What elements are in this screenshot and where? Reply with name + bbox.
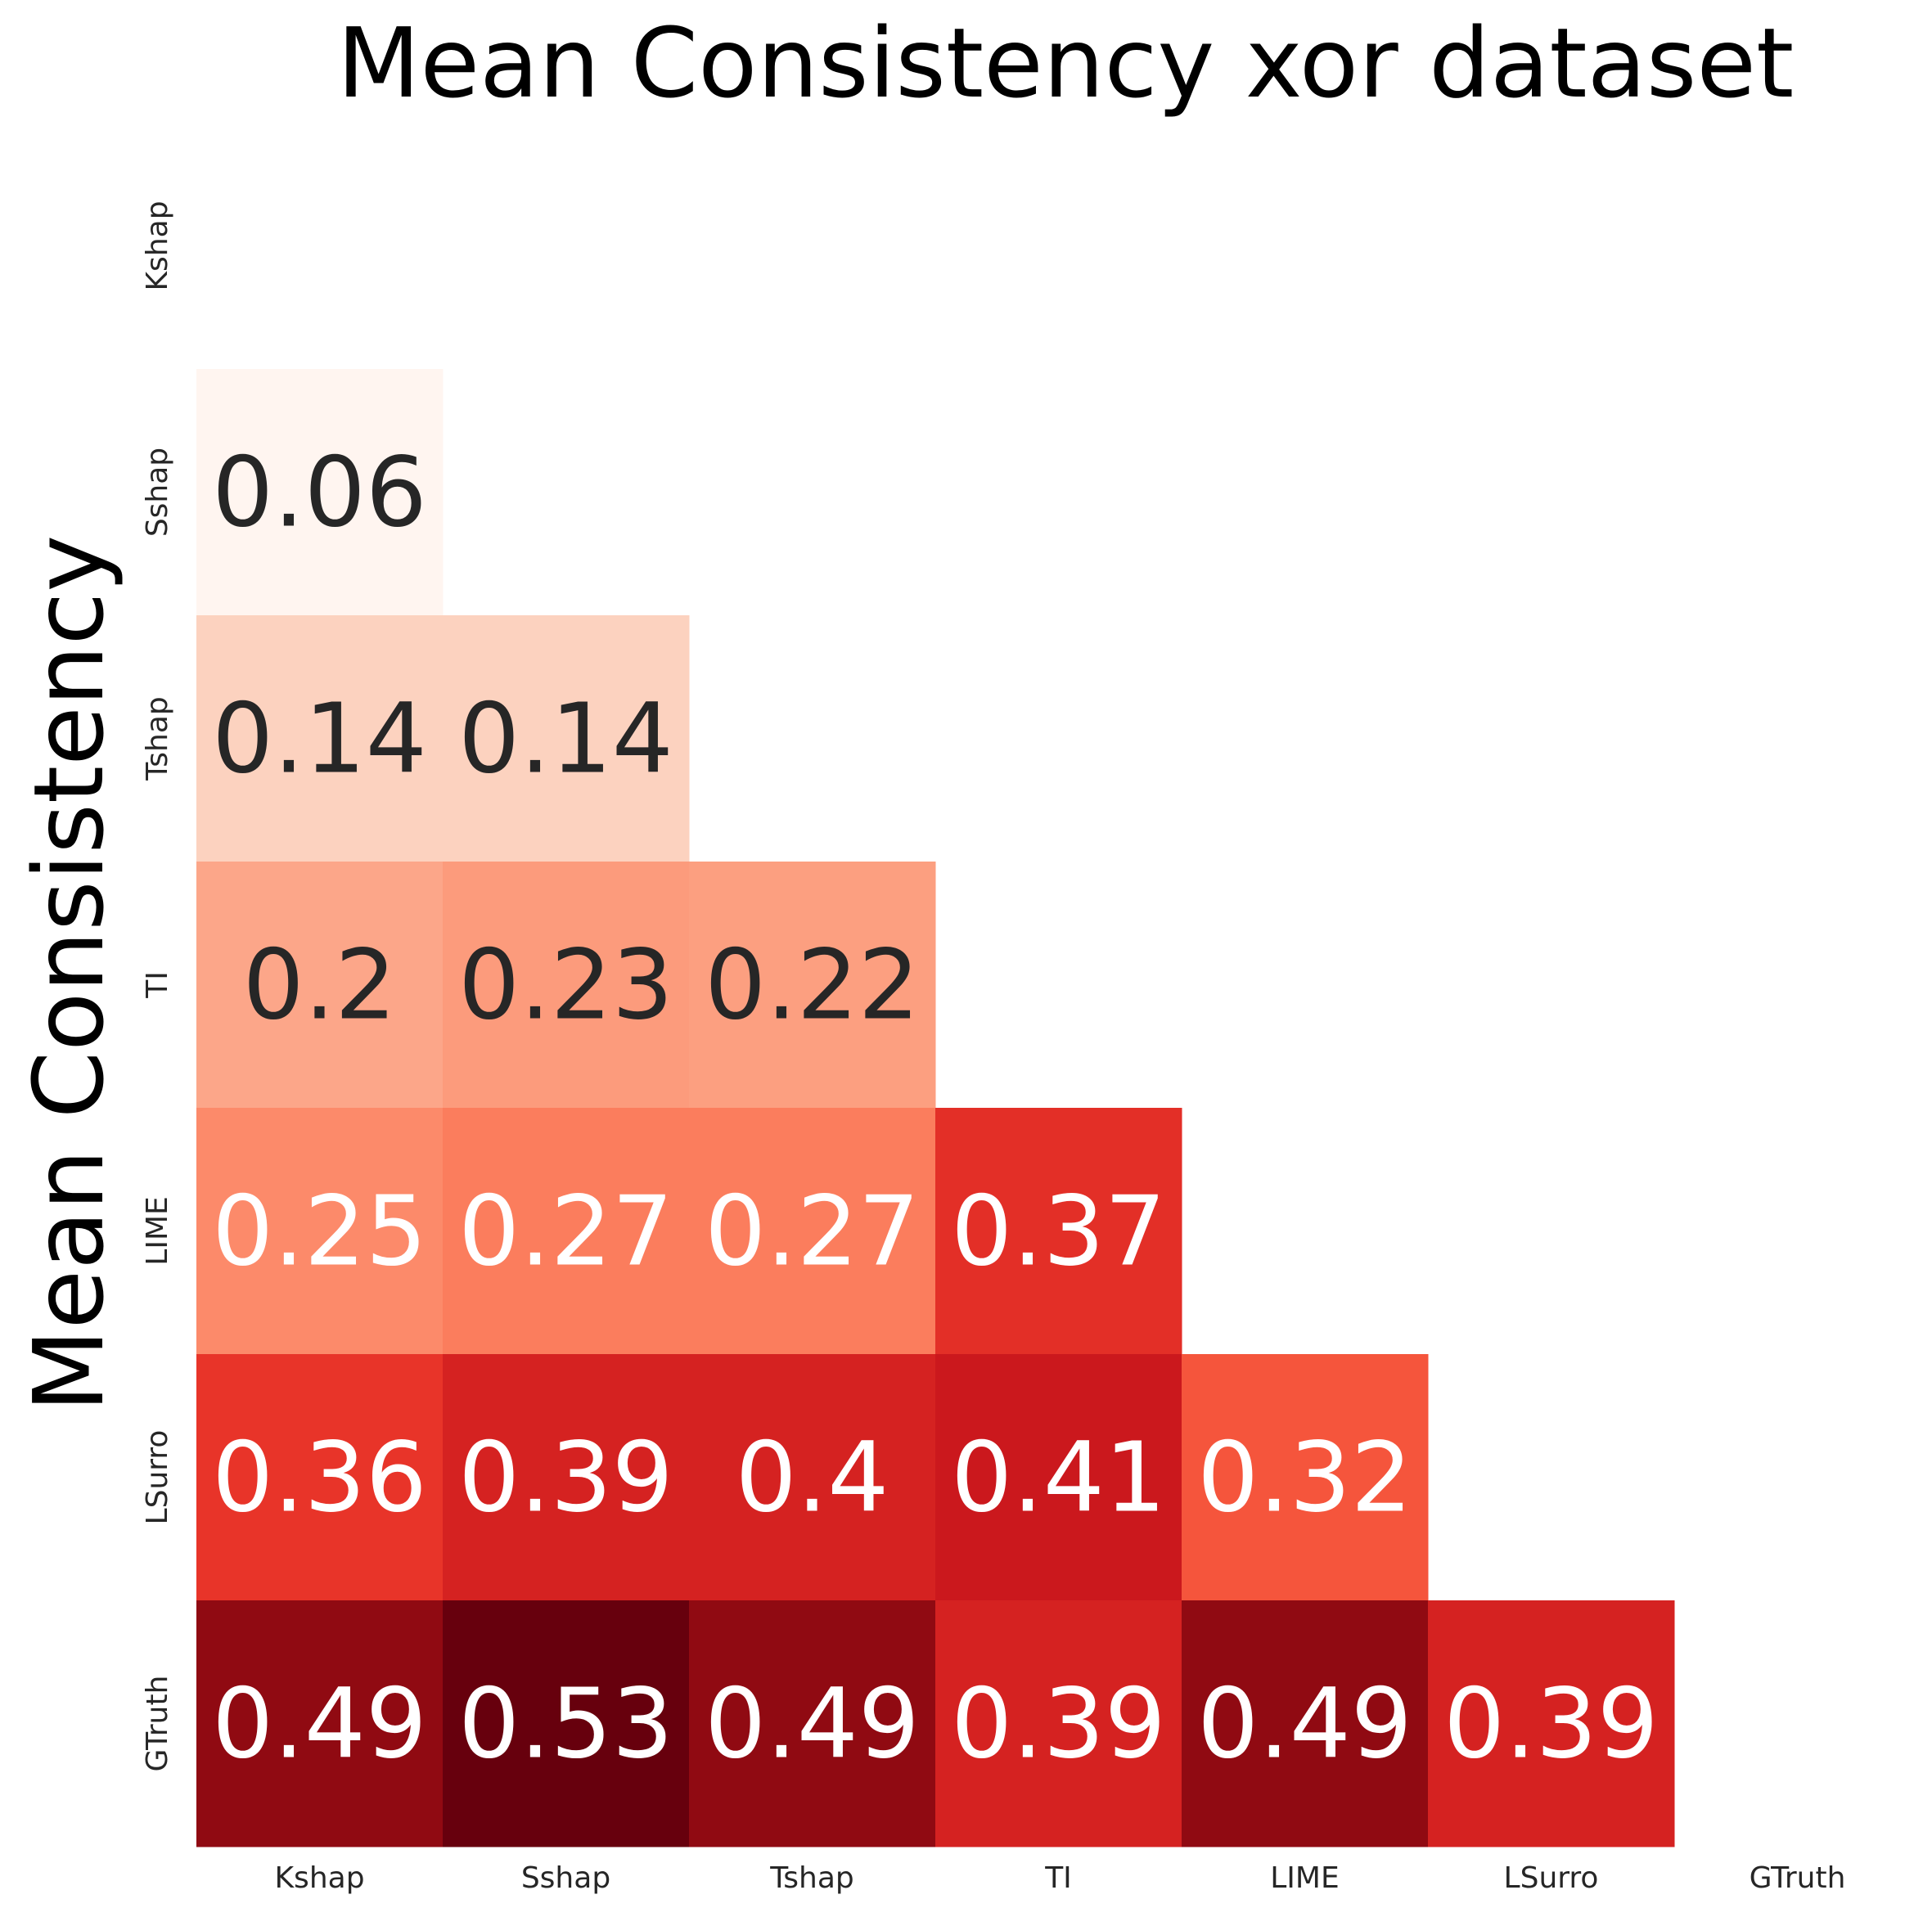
x-tick-label: Sshap <box>521 1861 610 1895</box>
cell-value-label: 0.39 <box>1443 1667 1659 1780</box>
cell-value-label: 0.06 <box>212 436 427 549</box>
cell-annotations: 0.06 0.14 0.14 0.2 0.23 0.22 0.25 0.27 0.27 0.37 0… <box>212 436 1659 1780</box>
x-tick-label: LIME <box>1270 1861 1339 1895</box>
heatmap-cell-lime-ti <box>935 1108 1182 1355</box>
y-axis-label: Mean Consistency <box>12 535 125 1413</box>
heatmap-cell-lsurro-lime <box>1182 1354 1429 1601</box>
y-tick-label: LSurro <box>141 1430 174 1525</box>
heatmap-cell-gtruth-kshap <box>196 1600 444 1847</box>
cell-value-label: 0.39 <box>951 1667 1166 1780</box>
cell-value-label: 0.2 <box>243 929 397 1042</box>
y-tick-label: Tshap <box>141 696 174 781</box>
cell-value-label: 0.22 <box>705 929 920 1042</box>
y-tick-label: Sshap <box>141 448 174 537</box>
heatmap-cell-gtruth-sshap <box>443 1600 690 1847</box>
y-tick-label: LIME <box>141 1196 174 1265</box>
heatmap-cell-lime-sshap <box>443 1108 690 1355</box>
heatmap-cell-lsurro-sshap <box>443 1354 690 1601</box>
heatmap-cell-lime-tshap <box>689 1108 936 1355</box>
heatmap-cell-sshap-kshap <box>196 369 444 616</box>
chart-title: Mean Consistency xor dataset <box>337 7 1795 119</box>
y-tick-label: GTruth <box>141 1676 174 1772</box>
cell-value-label: 0.49 <box>212 1667 427 1780</box>
heatmap-cell-lsurro-tshap <box>689 1354 936 1601</box>
cell-value-label: 0.36 <box>212 1421 427 1534</box>
heatmap-cell-lime-kshap <box>196 1108 444 1355</box>
heatmap-cell-tshap-kshap <box>196 615 444 862</box>
heatmap-cell-ti-tshap <box>689 862 936 1109</box>
heatmap-cell-gtruth-ti <box>935 1600 1182 1847</box>
heatmap-cell-lsurro-kshap <box>196 1354 444 1601</box>
cell-value-label: 0.37 <box>951 1175 1166 1288</box>
cell-value-label: 0.53 <box>458 1667 673 1780</box>
heatmap-cell-gtruth-lime <box>1182 1600 1429 1847</box>
heatmap-cell-gtruth-lsurro <box>1428 1600 1675 1847</box>
y-tick-label: TI <box>141 971 174 999</box>
x-tick-label: TI <box>1044 1861 1072 1895</box>
cell-value-label: 0.27 <box>458 1175 673 1288</box>
cell-value-label: 0.49 <box>1197 1667 1412 1780</box>
cell-value-label: 0.23 <box>458 929 673 1042</box>
x-tick-labels: Kshap Sshap Tshap TI LIME LSurro GTruth <box>274 1861 1845 1895</box>
y-tick-labels: Kshap Sshap Tshap TI LIME LSurro GTruth <box>141 200 174 1771</box>
y-tick-label: Kshap <box>141 200 174 290</box>
x-tick-label: LSurro <box>1504 1861 1599 1895</box>
heatmap-cell-ti-kshap <box>196 862 444 1109</box>
cell-value-label: 0.27 <box>705 1175 920 1288</box>
cell-value-label: 0.25 <box>212 1175 427 1288</box>
heatmap-cell-lsurro-ti <box>935 1354 1182 1601</box>
cell-value-label: 0.49 <box>705 1667 920 1780</box>
x-tick-label: Tshap <box>769 1861 854 1895</box>
heatmap-cell-gtruth-tshap <box>689 1600 936 1847</box>
heatmap-cell-tshap-sshap <box>443 615 690 862</box>
cell-value-label: 0.39 <box>458 1421 673 1534</box>
heatmap-cell-ti-sshap <box>443 862 690 1109</box>
cell-value-label: 0.14 <box>458 682 673 795</box>
x-tick-label: Kshap <box>274 1861 364 1895</box>
cell-value-label: 0.14 <box>212 682 427 795</box>
cell-value-label: 0.41 <box>951 1421 1166 1534</box>
cell-value-label: 0.32 <box>1197 1421 1412 1534</box>
x-tick-label: GTruth <box>1750 1861 1846 1895</box>
cell-value-label: 0.4 <box>736 1421 889 1534</box>
heatmap-cells <box>196 369 1675 1847</box>
